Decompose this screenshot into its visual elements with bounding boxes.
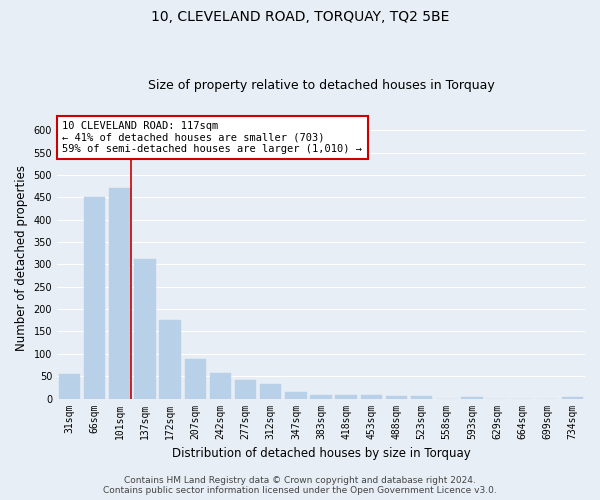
Y-axis label: Number of detached properties: Number of detached properties: [15, 164, 28, 350]
Title: Size of property relative to detached houses in Torquay: Size of property relative to detached ho…: [148, 79, 494, 92]
Bar: [260, 384, 281, 398]
Bar: [185, 359, 206, 399]
Bar: [335, 395, 357, 398]
Bar: [562, 397, 583, 398]
Bar: [134, 260, 156, 398]
Text: 10 CLEVELAND ROAD: 117sqm
← 41% of detached houses are smaller (703)
59% of semi: 10 CLEVELAND ROAD: 117sqm ← 41% of detac…: [62, 121, 362, 154]
Bar: [285, 392, 307, 398]
Bar: [411, 396, 432, 398]
Bar: [59, 374, 80, 398]
Bar: [160, 320, 181, 398]
Bar: [461, 397, 482, 398]
X-axis label: Distribution of detached houses by size in Torquay: Distribution of detached houses by size …: [172, 447, 470, 460]
Bar: [84, 198, 106, 398]
Bar: [109, 188, 131, 398]
Text: Contains HM Land Registry data © Crown copyright and database right 2024.
Contai: Contains HM Land Registry data © Crown c…: [103, 476, 497, 495]
Bar: [386, 396, 407, 398]
Text: 10, CLEVELAND ROAD, TORQUAY, TQ2 5BE: 10, CLEVELAND ROAD, TORQUAY, TQ2 5BE: [151, 10, 449, 24]
Bar: [210, 372, 231, 398]
Bar: [310, 395, 332, 398]
Bar: [235, 380, 256, 398]
Bar: [361, 395, 382, 398]
